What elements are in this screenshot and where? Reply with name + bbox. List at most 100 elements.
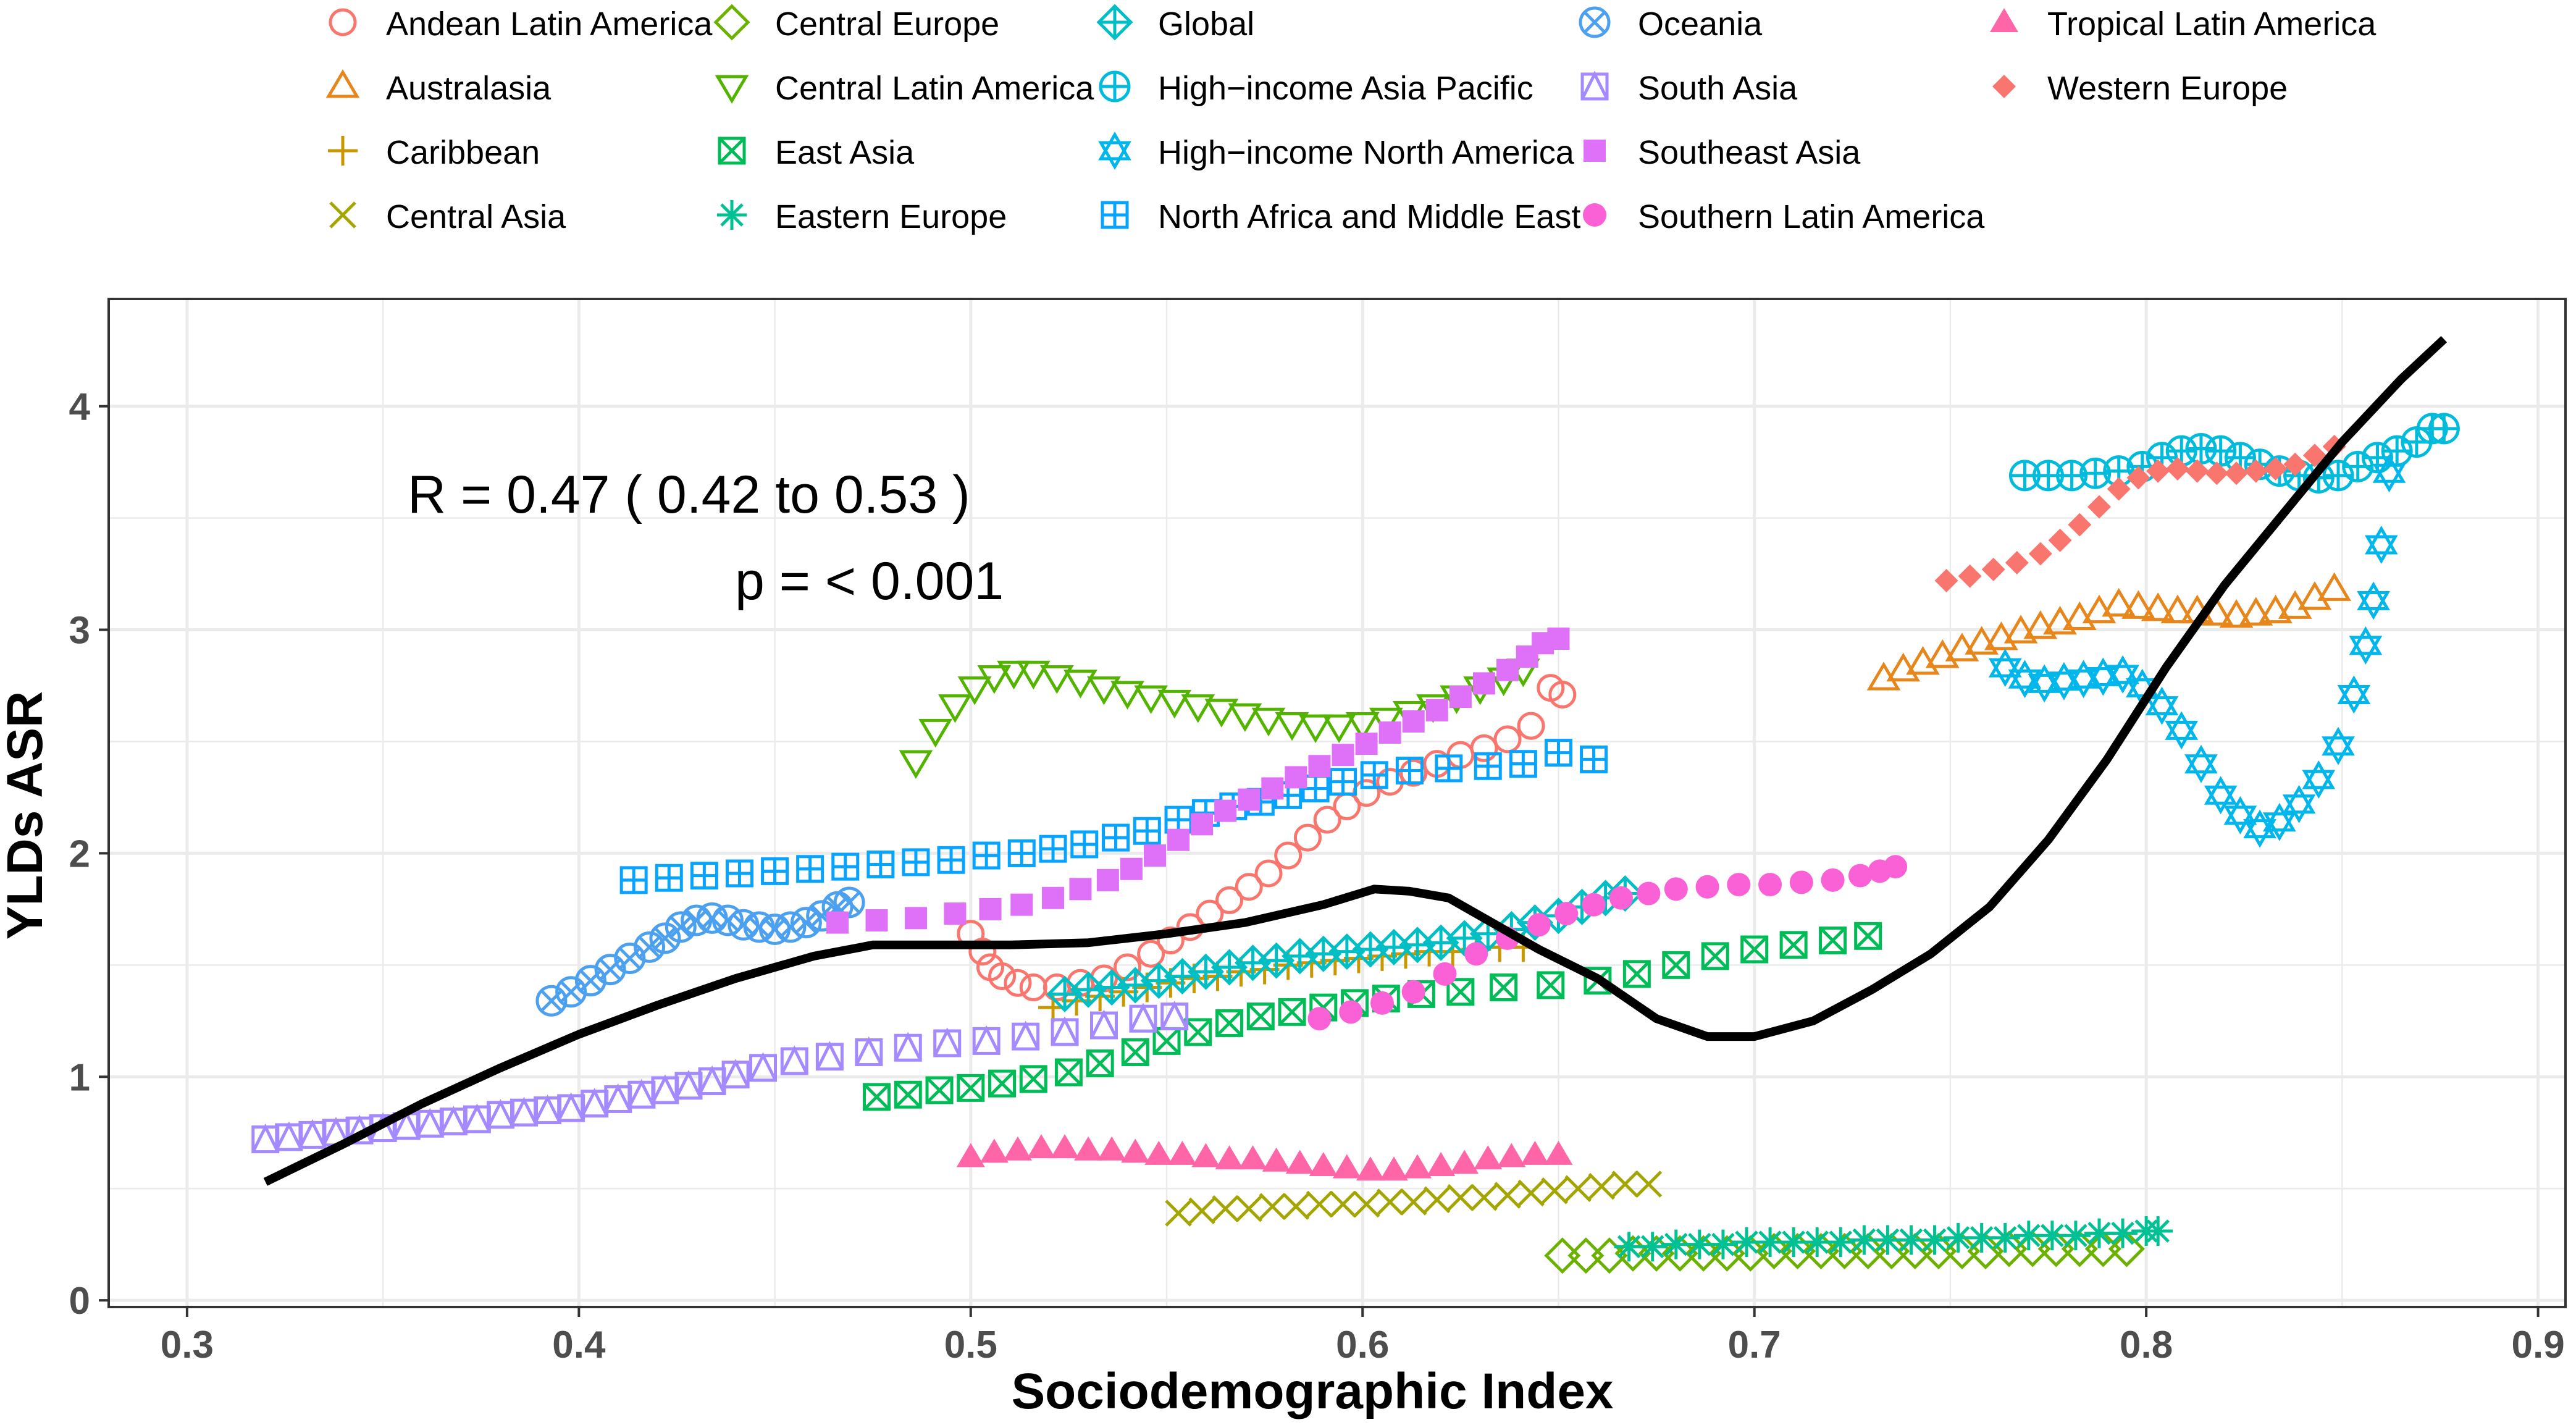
data-point xyxy=(1727,873,1751,897)
data-point xyxy=(1293,823,1322,852)
data-point xyxy=(1447,1183,1474,1211)
legend-label: Central Asia xyxy=(386,198,566,235)
data-point xyxy=(1611,1171,1639,1198)
data-point xyxy=(721,1059,750,1089)
data-point xyxy=(1262,1147,1291,1172)
data-point xyxy=(1554,902,1579,926)
data-point xyxy=(2087,495,2112,519)
legend-key xyxy=(1098,131,1131,170)
legend-item: South Asia xyxy=(1580,70,1798,107)
data-point xyxy=(2160,594,2195,624)
data-point xyxy=(904,907,927,930)
data-point xyxy=(980,1138,1009,1163)
data-point xyxy=(1096,868,1119,891)
data-point xyxy=(2185,459,2209,483)
data-point xyxy=(1789,870,1813,894)
data-point xyxy=(1401,980,1425,1004)
data-point xyxy=(1848,864,1872,888)
data-point xyxy=(918,718,953,748)
data-point xyxy=(1580,745,1608,773)
legend-item: Western Europe xyxy=(1992,70,2288,107)
legend-label: Central Europe xyxy=(775,6,999,43)
data-point xyxy=(2146,459,2170,483)
data-point xyxy=(1156,927,1185,955)
y-axis-title: YLDs ASR xyxy=(0,691,53,939)
x-tick-label: 0.3 xyxy=(161,1324,214,1366)
data-point xyxy=(1701,942,1729,970)
data-point xyxy=(1537,971,1565,999)
data-point xyxy=(968,938,997,966)
data-point xyxy=(2121,590,2155,619)
data-point xyxy=(1849,1225,1879,1255)
data-point xyxy=(1614,1232,1644,1262)
data-point xyxy=(1541,1177,1568,1204)
data-point xyxy=(1490,973,1518,1002)
data-point xyxy=(1051,1134,1080,1159)
data-point xyxy=(1637,1232,1668,1262)
legend-label: North Africa and Middle East xyxy=(1158,198,1580,235)
data-point xyxy=(1854,922,1882,950)
legend-item: Central Latin America xyxy=(715,70,1094,107)
data-point xyxy=(1004,969,1032,997)
legend-item: Andean Latin America xyxy=(329,6,713,43)
data-point xyxy=(1329,768,1357,796)
data-point xyxy=(1238,1145,1267,1170)
data-point xyxy=(1450,1150,1479,1174)
data-point xyxy=(972,841,1001,870)
data-point xyxy=(1114,953,1142,982)
data-point xyxy=(1110,681,1144,710)
series-southeast-asia xyxy=(826,628,1570,934)
data-point xyxy=(1329,1190,1357,1218)
data-point xyxy=(1427,1152,1456,1177)
data-point xyxy=(1493,725,1522,754)
series-oceania xyxy=(535,886,865,1017)
x-tick-label: 0.6 xyxy=(1336,1324,1389,1366)
legend-item: Eastern Europe xyxy=(717,198,1007,235)
legend-key xyxy=(328,136,358,166)
data-point xyxy=(1120,857,1143,880)
data-point xyxy=(2107,477,2131,501)
legend-item: Central Europe xyxy=(713,4,999,43)
data-point xyxy=(1821,868,1845,892)
data-point xyxy=(1016,660,1051,690)
legend-label: Global xyxy=(1158,6,1254,43)
legend-key xyxy=(1992,75,2016,98)
data-point xyxy=(1582,893,1606,917)
data-point xyxy=(1010,893,1033,916)
data-point xyxy=(1121,1038,1149,1066)
data-point xyxy=(988,1069,1017,1098)
data-point xyxy=(649,922,681,954)
data-point xyxy=(2126,466,2150,490)
data-point xyxy=(1298,714,1333,744)
data-point xyxy=(1274,841,1303,870)
data-point xyxy=(1379,1156,1408,1181)
data-point xyxy=(1470,734,1498,762)
data-point xyxy=(1826,1227,1856,1258)
data-point xyxy=(1184,1018,1212,1046)
data-point xyxy=(1228,703,1262,732)
data-point xyxy=(1285,766,1307,789)
data-point xyxy=(1360,761,1388,789)
data-point xyxy=(1137,939,1165,968)
data-point xyxy=(1090,1009,1118,1040)
data-point xyxy=(1708,1229,1738,1259)
data-point xyxy=(790,907,822,939)
data-point xyxy=(1934,568,1958,592)
y-tick-label: 2 xyxy=(69,833,90,875)
data-point xyxy=(1424,1186,1451,1214)
data-point xyxy=(833,886,865,918)
legend-item: High−income North America xyxy=(1098,131,1575,171)
data-point xyxy=(1494,1182,1521,1209)
data-point xyxy=(1181,694,1215,723)
legend-key xyxy=(1101,201,1129,229)
y-tick-label: 4 xyxy=(69,386,91,429)
data-point xyxy=(1509,750,1537,778)
data-point xyxy=(1332,1154,1361,1179)
data-point xyxy=(1919,1225,1950,1255)
data-point xyxy=(1188,1197,1215,1225)
data-point xyxy=(1544,739,1572,767)
data-point xyxy=(1446,978,1475,1006)
data-point xyxy=(2068,513,2092,537)
data-point xyxy=(1802,1227,1832,1258)
series-tropical-latin-america xyxy=(956,1134,1573,1181)
